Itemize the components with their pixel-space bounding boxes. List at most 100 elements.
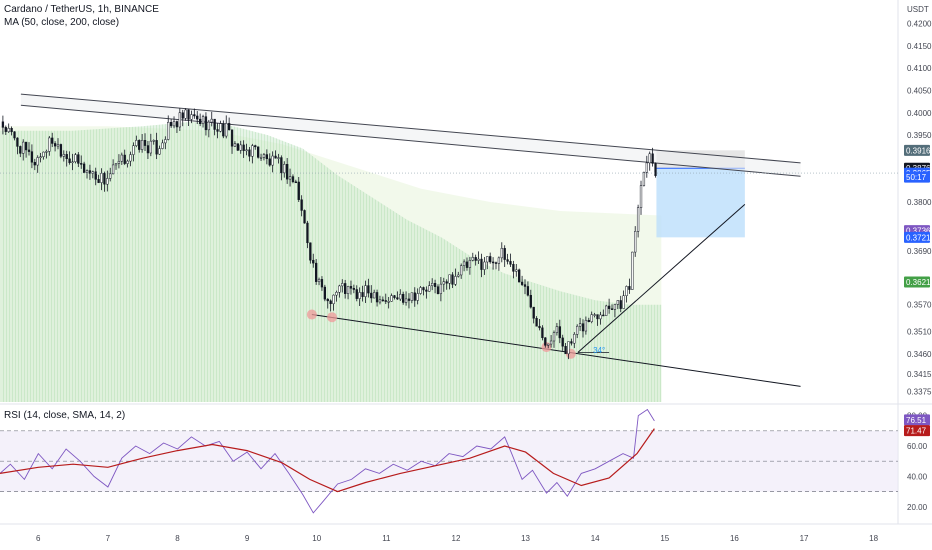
candle-body: [396, 297, 399, 300]
candle-body: [294, 181, 298, 184]
time-tick: 16: [730, 534, 739, 543]
candle-body: [68, 158, 71, 163]
candle-body: [291, 176, 295, 183]
candle-body: [94, 171, 97, 180]
price-tick: 0.4200: [907, 20, 932, 29]
candle-body: [416, 293, 419, 301]
candle-body: [19, 146, 22, 154]
candle-body: [346, 286, 350, 294]
candle-body: [146, 145, 150, 154]
candle-body: [555, 326, 559, 333]
candle-body: [529, 294, 532, 308]
candle-body: [254, 145, 257, 148]
price-tick: 0.3950: [907, 131, 932, 140]
price-badge: [904, 231, 930, 243]
candle-body: [573, 334, 576, 344]
candle-body: [358, 292, 361, 299]
currency-label: USDT: [907, 5, 929, 14]
candle-body: [164, 139, 167, 144]
candle-body: [45, 151, 48, 153]
candle-body: [239, 144, 242, 151]
candle-body: [193, 114, 196, 117]
rising-trendline: [577, 203, 746, 353]
price-tick: 0.4000: [907, 109, 932, 118]
position-target-zone: [656, 168, 745, 238]
candle-body: [491, 261, 495, 264]
candle-body: [286, 164, 289, 180]
candle-body: [393, 295, 396, 298]
time-tick: 18: [869, 534, 878, 543]
candle-body: [48, 137, 51, 152]
candle-body: [178, 112, 181, 128]
candle-body: [613, 304, 617, 310]
candle-body: [494, 262, 498, 264]
candle-body: [477, 258, 480, 261]
candle-body: [576, 325, 579, 335]
candle-body: [262, 154, 266, 158]
candle-body: [410, 292, 414, 301]
price-badge-label: 50:17: [906, 173, 927, 182]
candle-body: [97, 179, 100, 183]
candle-body: [454, 276, 457, 285]
candle-body: [619, 300, 622, 309]
candle-body: [233, 143, 237, 147]
candle-body: [53, 143, 57, 147]
candle-body: [436, 286, 440, 294]
candle-body: [152, 140, 155, 142]
candle-body: [445, 281, 448, 284]
price-tick: 0.4100: [907, 64, 932, 73]
rsi-value-label: 76.51: [906, 416, 927, 425]
price-tick: 0.4050: [907, 87, 932, 96]
candle-body: [117, 160, 121, 164]
candle-body: [518, 269, 521, 283]
candle-body: [56, 144, 60, 147]
candle-body: [103, 172, 106, 185]
candle-body: [268, 158, 271, 166]
candle-body: [567, 341, 570, 355]
candle-body: [538, 325, 541, 329]
candle-body: [138, 140, 141, 150]
rsi-line: [0, 408, 655, 514]
price-badge: [904, 171, 930, 183]
candle-body: [483, 261, 486, 270]
candle-body: [602, 314, 605, 317]
rsi-legend[interactable]: RSI (14, close, SMA, 14, 2): [4, 410, 126, 421]
candle-body: [277, 157, 280, 159]
candle-body: [636, 207, 640, 232]
rsi-value-label: 71.47: [906, 427, 927, 436]
rsi-value-badge: [904, 425, 930, 437]
rsi-value-badge: [904, 414, 930, 426]
upper-channel-fill: [20, 94, 801, 177]
candle-body: [457, 274, 460, 277]
candle-body: [204, 116, 208, 131]
candle-body: [631, 251, 634, 290]
candles: [1, 108, 657, 360]
candle-body: [158, 148, 161, 155]
candle-body: [259, 156, 263, 159]
candle-body: [323, 286, 327, 300]
candle-body: [91, 171, 94, 174]
candle-body: [317, 279, 321, 282]
candle-body: [283, 164, 286, 174]
time-tick: 9: [245, 534, 250, 543]
candle-body: [535, 318, 538, 327]
time-tick: 13: [521, 534, 530, 543]
candle-body: [642, 171, 646, 186]
candle-body: [33, 161, 36, 166]
candle-body: [587, 319, 590, 322]
candle-body: [59, 144, 63, 157]
candle-body: [404, 298, 408, 303]
rsi-tick: 40.00: [907, 472, 928, 481]
candle-body: [27, 149, 31, 152]
candle-body: [80, 163, 83, 165]
swing-low-marker: [327, 312, 338, 323]
candle-body: [251, 145, 254, 157]
symbol-legend[interactable]: Cardano / TetherUS, 1h, BINANCE: [4, 4, 159, 15]
candle-body: [599, 314, 602, 320]
candle-body: [111, 164, 115, 175]
candle-body: [13, 131, 16, 139]
candle-body: [431, 283, 434, 286]
candle-body: [315, 262, 318, 282]
ma-legend[interactable]: MA (50, close, 200, close): [4, 17, 120, 28]
